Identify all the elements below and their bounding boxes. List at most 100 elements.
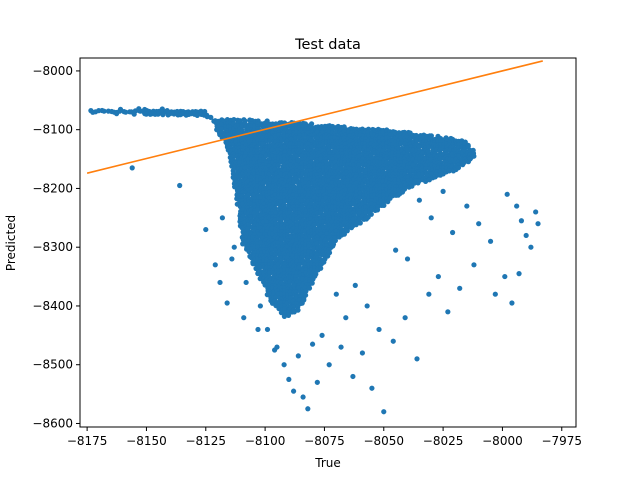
data-point bbox=[278, 258, 284, 264]
data-point bbox=[123, 109, 129, 115]
data-point bbox=[357, 132, 363, 138]
data-point bbox=[291, 180, 297, 186]
data-point bbox=[212, 262, 218, 268]
data-point bbox=[269, 225, 275, 231]
data-point bbox=[380, 141, 386, 147]
data-point bbox=[318, 156, 324, 162]
data-point bbox=[535, 221, 541, 227]
data-point bbox=[208, 114, 214, 120]
data-point bbox=[290, 388, 297, 394]
data-point bbox=[502, 273, 508, 280]
data-point bbox=[338, 344, 344, 350]
data-point bbox=[449, 229, 456, 236]
data-point bbox=[326, 362, 332, 368]
data-point bbox=[404, 256, 411, 262]
data-point bbox=[516, 271, 522, 277]
data-point bbox=[219, 215, 225, 221]
data-point bbox=[390, 338, 396, 344]
data-point bbox=[428, 215, 434, 221]
data-point bbox=[332, 237, 338, 244]
x-tick-label: −8175 bbox=[67, 434, 108, 448]
y-tick-label: −8600 bbox=[32, 416, 73, 430]
data-point bbox=[487, 238, 494, 244]
data-point bbox=[414, 356, 420, 362]
data-point bbox=[281, 313, 287, 319]
data-point bbox=[224, 300, 230, 306]
data-point bbox=[278, 237, 284, 243]
data-point bbox=[509, 300, 515, 306]
data-point bbox=[419, 150, 426, 156]
data-point bbox=[461, 147, 467, 153]
x-tick-label: −8000 bbox=[482, 434, 523, 448]
data-point bbox=[401, 186, 408, 192]
data-point bbox=[343, 315, 349, 321]
data-point bbox=[437, 155, 443, 162]
data-point bbox=[131, 111, 137, 117]
data-point bbox=[426, 144, 432, 150]
data-point bbox=[303, 288, 309, 294]
data-point bbox=[318, 265, 324, 271]
data-point bbox=[314, 240, 320, 246]
data-point bbox=[282, 306, 288, 312]
y-tick-label: −8400 bbox=[32, 299, 73, 313]
data-point bbox=[426, 291, 432, 297]
data-point bbox=[357, 220, 363, 226]
data-point bbox=[413, 159, 419, 165]
data-point bbox=[518, 218, 525, 224]
data-point bbox=[243, 279, 249, 286]
data-point bbox=[306, 285, 313, 291]
data-point bbox=[471, 262, 477, 268]
data-point bbox=[285, 312, 292, 318]
data-point bbox=[295, 307, 301, 313]
x-tick-label: −7975 bbox=[541, 434, 582, 448]
data-points bbox=[88, 106, 541, 415]
data-point bbox=[435, 273, 441, 280]
y-axis: −8000 −8100 −8200 −8300 −8400 −8500 −8600 bbox=[32, 64, 80, 430]
data-point bbox=[359, 350, 366, 356]
data-point bbox=[245, 226, 251, 232]
data-point bbox=[401, 129, 408, 135]
data-point bbox=[194, 112, 200, 118]
data-point bbox=[323, 159, 329, 165]
data-point bbox=[376, 326, 382, 333]
data-point bbox=[364, 303, 370, 309]
data-point bbox=[237, 160, 243, 166]
chart-title: Test data bbox=[294, 37, 361, 53]
data-point bbox=[203, 226, 209, 233]
data-point bbox=[402, 315, 408, 321]
data-point bbox=[416, 197, 422, 203]
data-point bbox=[455, 165, 462, 171]
data-point bbox=[167, 111, 173, 117]
data-point bbox=[241, 315, 247, 321]
data-point bbox=[308, 159, 314, 165]
data-point bbox=[129, 165, 135, 171]
x-tick-label: −8100 bbox=[245, 434, 286, 448]
data-point bbox=[275, 240, 281, 246]
data-point bbox=[258, 195, 264, 201]
data-point bbox=[257, 303, 263, 309]
data-point bbox=[381, 202, 387, 208]
data-point bbox=[177, 182, 183, 189]
data-point bbox=[260, 180, 266, 186]
data-point bbox=[374, 207, 381, 213]
data-point bbox=[381, 409, 387, 415]
data-point bbox=[523, 232, 529, 239]
data-point bbox=[239, 225, 245, 231]
data-point bbox=[393, 247, 399, 253]
y-tick-label: −8300 bbox=[32, 240, 73, 254]
data-point bbox=[423, 166, 429, 172]
data-point bbox=[278, 216, 284, 222]
data-point bbox=[278, 280, 285, 286]
data-point bbox=[296, 264, 302, 270]
data-point bbox=[319, 332, 325, 338]
data-point bbox=[312, 273, 318, 279]
data-point bbox=[293, 129, 300, 135]
data-point bbox=[368, 211, 374, 217]
data-point bbox=[273, 255, 279, 261]
data-point bbox=[363, 210, 369, 216]
data-point bbox=[330, 243, 336, 249]
data-point bbox=[286, 376, 292, 383]
data-point bbox=[263, 152, 269, 159]
data-point bbox=[457, 285, 463, 291]
data-point bbox=[329, 126, 335, 132]
